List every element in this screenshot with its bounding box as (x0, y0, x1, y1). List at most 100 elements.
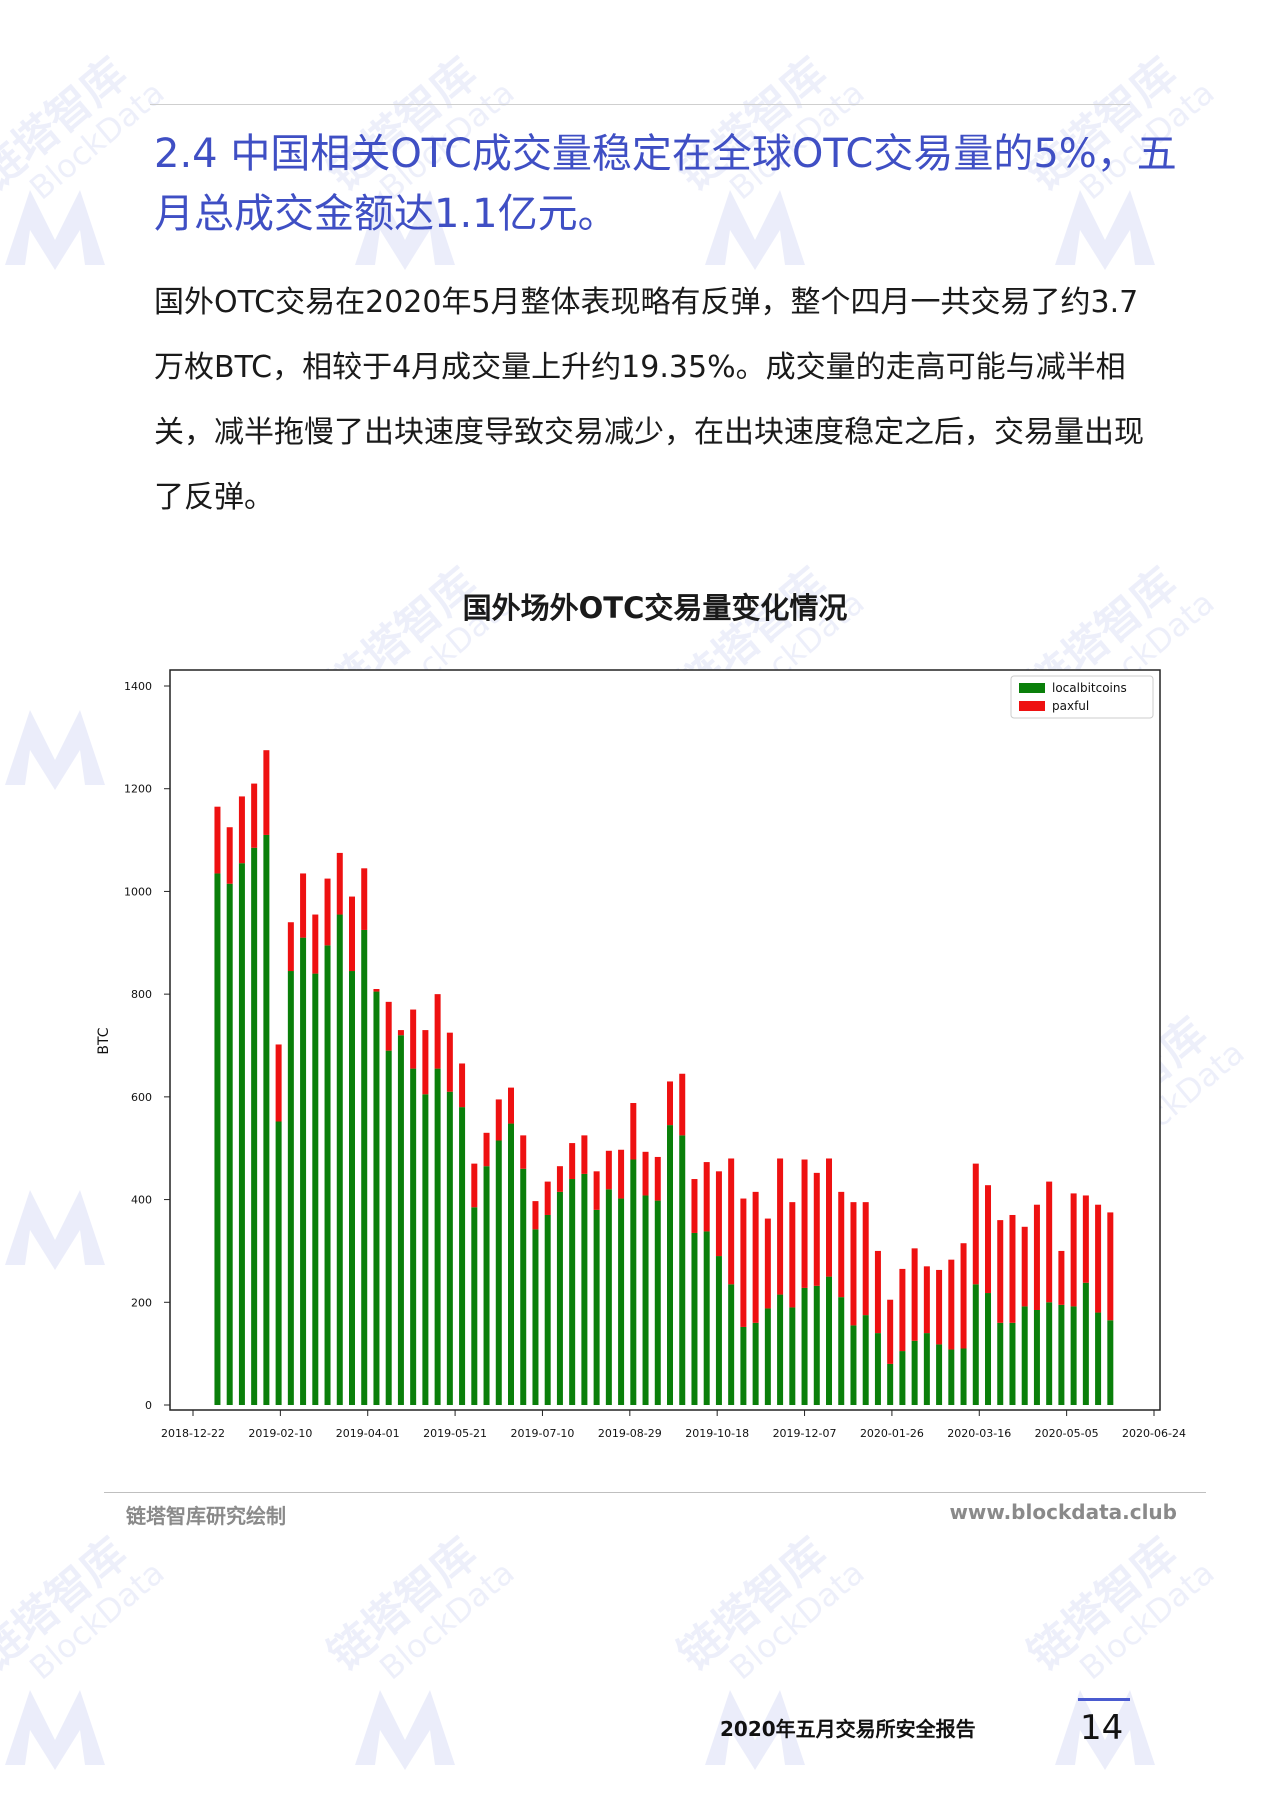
bar-localbitcoins (520, 1168, 527, 1405)
bar-paxful (715, 1171, 722, 1257)
bar-localbitcoins (642, 1195, 649, 1405)
x-tick-label: 2019-07-10 (510, 1427, 574, 1440)
bar-paxful (1021, 1226, 1028, 1307)
bar-paxful (349, 896, 356, 972)
bar-paxful (263, 750, 270, 835)
bar-localbitcoins (752, 1322, 759, 1405)
bar-paxful (911, 1248, 918, 1341)
y-axis-label: BTC (96, 1027, 112, 1054)
bar-localbitcoins (826, 1276, 833, 1405)
bar-paxful (446, 1032, 453, 1092)
bar-paxful (997, 1220, 1004, 1323)
section-title: 2.4 中国相关OTC成交量稳定在全球OTC交易量的5%，五月总成交金额达1.1… (154, 131, 1177, 237)
bar-localbitcoins (275, 1121, 282, 1405)
bar-paxful (728, 1158, 735, 1285)
bar-localbitcoins (972, 1284, 979, 1405)
bar-paxful (544, 1181, 551, 1215)
bar-localbitcoins (764, 1308, 771, 1405)
bar-paxful (569, 1143, 576, 1180)
bar-paxful (1095, 1204, 1102, 1313)
chart-title: 国外场外OTC交易量变化情况 (462, 591, 848, 625)
bar-paxful (874, 1250, 881, 1334)
bar-localbitcoins (214, 873, 221, 1405)
bar-localbitcoins (1107, 1320, 1114, 1405)
bar-localbitcoins (715, 1256, 722, 1405)
bar-localbitcoins (1021, 1306, 1028, 1405)
bar-paxful (691, 1179, 698, 1233)
bar-paxful (838, 1191, 845, 1298)
y-tick-label: 200 (131, 1296, 152, 1309)
bar-localbitcoins (789, 1307, 796, 1405)
bar-localbitcoins (593, 1209, 600, 1405)
bar-localbitcoins (495, 1140, 502, 1405)
page-number-accent (1078, 1698, 1130, 1701)
bar-localbitcoins (385, 1050, 392, 1405)
bar-localbitcoins (471, 1207, 478, 1405)
bar-paxful (471, 1163, 478, 1208)
y-tick-label: 1000 (124, 885, 152, 898)
page-number: 14 (1080, 1708, 1124, 1748)
bar-paxful (948, 1259, 955, 1350)
bar-localbitcoins (948, 1349, 955, 1405)
bar-localbitcoins (801, 1287, 808, 1405)
bar-localbitcoins (899, 1351, 906, 1405)
bar-paxful (826, 1158, 833, 1277)
bar-paxful (899, 1268, 906, 1352)
bar-series-group (214, 750, 1114, 1405)
bar-paxful (275, 1044, 282, 1122)
report-name: 2020年五月交易所安全报告 (720, 1717, 976, 1741)
bar-localbitcoins (1058, 1304, 1065, 1405)
legend: localbitcoins paxful (1010, 675, 1154, 719)
x-tick-label: 2019-08-29 (598, 1427, 662, 1440)
x-tick-label: 2019-02-10 (248, 1427, 312, 1440)
bar-paxful (397, 1030, 404, 1036)
bar-paxful (434, 994, 441, 1069)
bar-paxful (789, 1202, 796, 1308)
footer-divider (104, 1492, 1206, 1493)
bar-paxful (556, 1166, 563, 1192)
x-tick-label: 2019-05-21 (423, 1427, 487, 1440)
bar-paxful (703, 1162, 710, 1232)
bar-paxful (972, 1163, 979, 1285)
bar-paxful (287, 922, 294, 972)
x-axis: 2018-12-22 2019-02-10 2019-04-01 2019-05-21… (161, 1410, 1186, 1440)
bar-paxful (238, 796, 245, 864)
bar-localbitcoins (1046, 1302, 1053, 1405)
y-tick-label: 600 (131, 1091, 152, 1104)
x-tick-label: 2020-06-24 (1122, 1427, 1186, 1440)
bar-paxful (520, 1135, 527, 1169)
bar-localbitcoins (923, 1333, 930, 1405)
bar-paxful (1009, 1214, 1016, 1323)
bar-paxful (667, 1081, 674, 1126)
bar-localbitcoins (679, 1135, 686, 1405)
legend-label-localbitcoins: localbitcoins (1052, 681, 1127, 695)
bar-localbitcoins (911, 1340, 918, 1405)
website-link[interactable]: www.blockdata.club (949, 1500, 1177, 1524)
bar-paxful (1046, 1181, 1053, 1303)
bar-paxful (1107, 1212, 1114, 1321)
bar-localbitcoins (569, 1179, 576, 1405)
bar-localbitcoins (312, 973, 319, 1405)
bar-paxful (654, 1156, 661, 1201)
bar-localbitcoins (556, 1191, 563, 1405)
y-tick-label: 0 (145, 1399, 152, 1412)
bar-localbitcoins (446, 1091, 453, 1405)
source-note: 链塔智库研究绘制 (126, 1504, 286, 1528)
bar-localbitcoins (1082, 1282, 1089, 1405)
bar-localbitcoins (361, 929, 368, 1405)
bar-paxful (593, 1171, 600, 1210)
bar-localbitcoins (691, 1232, 698, 1405)
bar-localbitcoins (777, 1294, 784, 1405)
bar-paxful (777, 1158, 784, 1295)
bar-paxful (642, 1151, 649, 1196)
bar-localbitcoins (300, 937, 307, 1405)
bar-paxful (1082, 1195, 1089, 1283)
y-tick-label: 800 (131, 988, 152, 1001)
bar-paxful (1058, 1250, 1065, 1305)
bar-paxful (850, 1202, 857, 1326)
bar-localbitcoins (508, 1123, 515, 1405)
otc-volume-chart: BTC 0 200 400 600 800 1000 1200 1400 2018-12-22… (96, 669, 1186, 1440)
plot-frame (169, 669, 1161, 1411)
bar-paxful (385, 1001, 392, 1051)
